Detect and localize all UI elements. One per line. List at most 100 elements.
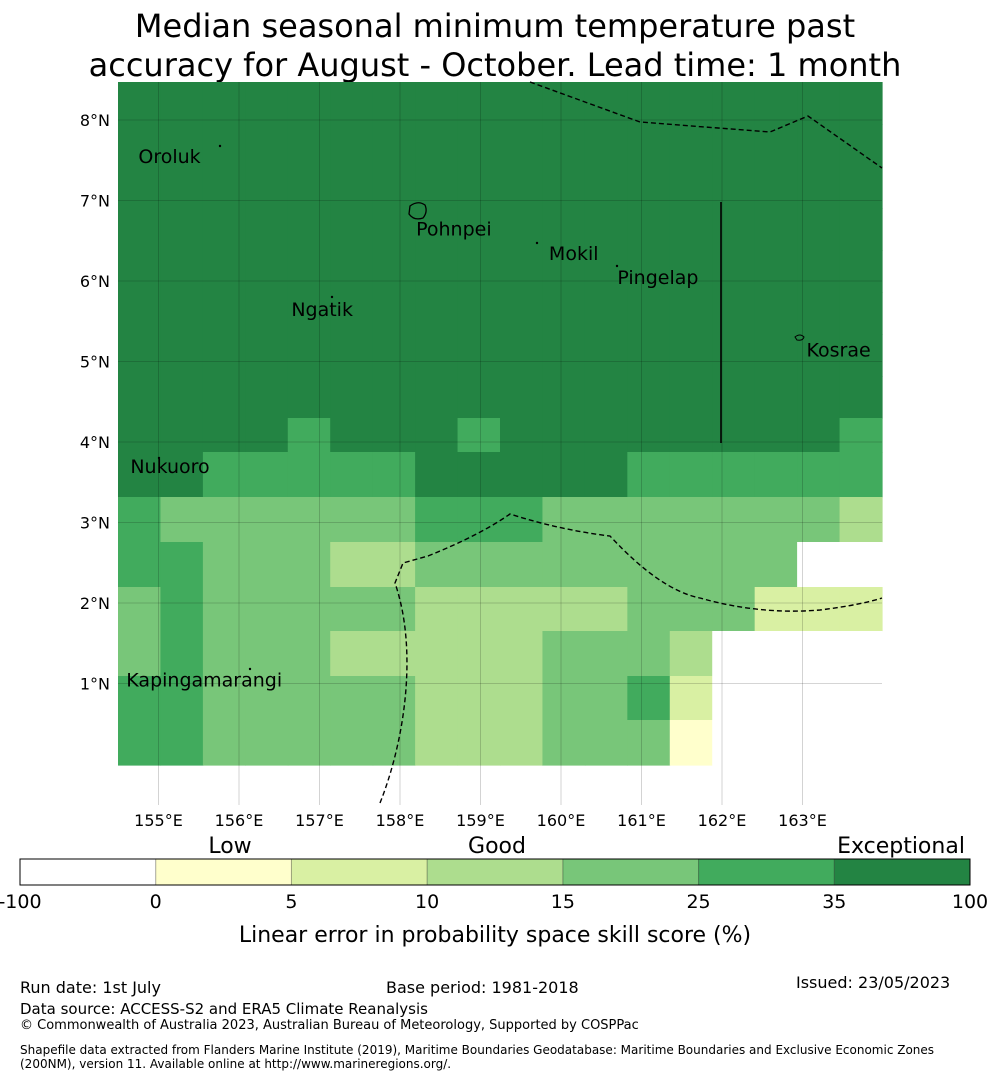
skill-cell [330, 720, 374, 766]
skill-cell [287, 166, 331, 209]
skill-cell [712, 587, 756, 632]
skill-cell [797, 676, 841, 721]
shapefile-credit-text: Shapefile data extracted from Flanders M… [20, 1043, 935, 1071]
skill-cell [754, 334, 798, 377]
skill-cell [415, 676, 459, 721]
skill-cell [330, 292, 374, 335]
skill-cell [245, 587, 289, 632]
skill-cell [245, 124, 289, 167]
pohnpei-island-shape [408, 202, 427, 220]
skill-cell [712, 452, 756, 498]
latitude-tick-label: 2°N [80, 594, 110, 613]
skill-cell [202, 334, 246, 377]
skill-cell [839, 292, 883, 335]
skill-cell [415, 292, 459, 335]
skill-cell [500, 418, 544, 453]
skill-cell [627, 452, 671, 498]
skill-cell [797, 292, 841, 335]
skill-cell [839, 418, 883, 453]
skill-cell [542, 250, 586, 293]
skill-cell [287, 208, 331, 251]
latitude-tick-label: 8°N [80, 111, 110, 130]
skill-cell [160, 292, 204, 335]
skill-cell [584, 452, 628, 498]
kosrae-island-shape [794, 334, 805, 341]
skill-cell [627, 334, 671, 377]
skill-cell [118, 334, 162, 377]
skill-cell [627, 676, 671, 721]
skill-cell [839, 250, 883, 293]
eez-boundaries [379, 81, 883, 804]
skill-cell [712, 292, 756, 335]
colorbar-frame [19, 858, 971, 886]
longitude-tick-label: 161°E [617, 811, 666, 830]
skill-cell [202, 250, 246, 293]
skill-cell [712, 334, 756, 377]
skill-cell [330, 418, 374, 453]
skill-cell [415, 124, 459, 167]
skill-cell [372, 376, 416, 419]
skill-cell [245, 497, 289, 543]
place-label: Oroluk [138, 146, 200, 168]
skill-cell [627, 418, 671, 453]
skill-cell [669, 334, 713, 377]
graticule [118, 82, 882, 805]
skill-cell [287, 418, 331, 453]
skill-cell [372, 720, 416, 766]
skill-cell [457, 292, 501, 335]
skill-cell [118, 720, 162, 766]
skill-cell [627, 208, 671, 251]
skill-cell [797, 208, 841, 251]
skill-cell [627, 124, 671, 167]
colorbar-segment [427, 859, 563, 885]
skill-cell [712, 166, 756, 209]
skill-cell [245, 418, 289, 453]
skill-cell [627, 82, 671, 125]
skill-cell [202, 587, 246, 632]
skill-cell [457, 631, 501, 677]
skill-cell [797, 720, 841, 766]
skill-cell [330, 676, 374, 721]
colorbar-category-label: Low [208, 834, 251, 859]
skill-cell [457, 497, 501, 543]
longitude-tick-label: 160°E [537, 811, 586, 830]
skill-cell [669, 292, 713, 335]
skill-cell [500, 497, 544, 543]
skill-cell [542, 418, 586, 453]
skill-cell [542, 587, 586, 632]
skill-cell [712, 631, 756, 677]
skill-cell [415, 587, 459, 632]
skill-cell [669, 418, 713, 453]
colorbar-segment [291, 859, 428, 885]
skill-cell [287, 497, 331, 543]
colorbar-segment [155, 859, 292, 885]
map-figure: Oroluk Pohnpei Mokil Pingelap Ngatik Kosrae Nu… [0, 81, 988, 948]
copyright-text: © Commonwealth of Australia 2023, Austra… [20, 1018, 639, 1033]
skill-cell [372, 542, 416, 588]
skill-cell [160, 166, 204, 209]
skill-cell [118, 676, 162, 721]
skill-cell [202, 124, 246, 167]
latitude-tick-label: 1°N [80, 675, 110, 694]
colorbar: -100 0 5 10 15 25 35 100 Low Good Exceptional Linea… [0, 834, 988, 948]
longitude-tick-label: 157°E [295, 811, 344, 830]
skill-cell [839, 497, 883, 543]
skill-cell [754, 166, 798, 209]
skill-cell [372, 587, 416, 632]
skill-cell [712, 497, 756, 543]
skill-cell [245, 82, 289, 125]
skill-cell [118, 452, 162, 498]
skill-cell [669, 631, 713, 677]
skill-cell [372, 166, 416, 209]
skill-cell [160, 587, 204, 632]
skill-cell [118, 82, 162, 125]
skill-cell [457, 334, 501, 377]
skill-cell [287, 292, 331, 335]
skill-cell [669, 208, 713, 251]
skill-cell [712, 376, 756, 419]
skill-cell [372, 418, 416, 453]
skill-cell [754, 82, 798, 125]
skill-cell [797, 376, 841, 419]
skill-cell [202, 208, 246, 251]
issued-date-text: Issued: 23/05/2023 [796, 973, 951, 992]
